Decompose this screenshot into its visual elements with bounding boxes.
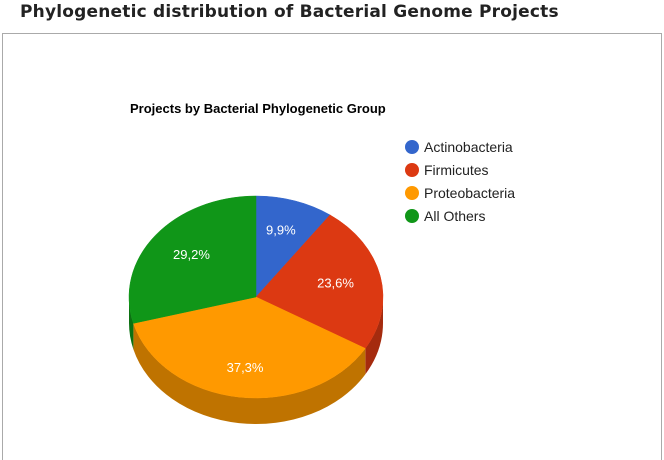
legend-label: Actinobacteria xyxy=(424,139,513,155)
pie-slice-proteobacteria[interactable] xyxy=(133,296,366,399)
pie-slices xyxy=(128,195,384,399)
legend-swatch xyxy=(405,209,419,223)
legend-item-proteobacteria[interactable]: Proteobacteria xyxy=(405,185,515,201)
data-label-actinobacteria: 9,9% xyxy=(266,223,296,238)
pie-slice-firmicutes[interactable] xyxy=(255,214,384,349)
pie-side-proteobacteria xyxy=(133,323,366,424)
pie-data-labels: 9,9% 23,6% 37,3% 29,2% xyxy=(173,223,354,375)
data-label-firmicutes: 23,6% xyxy=(317,275,354,290)
data-label-proteobacteria: 37,3% xyxy=(227,360,264,375)
legend-item-all-others[interactable]: All Others xyxy=(405,208,485,224)
pie-side-firmicutes xyxy=(365,297,383,375)
pie-sides xyxy=(129,297,383,424)
chart-legend: Actinobacteria Firmicutes Proteobacteria Al… xyxy=(405,139,515,224)
legend-label: Firmicutes xyxy=(424,162,489,178)
legend-swatch xyxy=(405,186,419,200)
legend-item-firmicutes[interactable]: Firmicutes xyxy=(405,162,489,178)
legend-swatch xyxy=(405,140,419,154)
legend-swatch xyxy=(405,163,419,177)
pie-slice-actinobacteria[interactable] xyxy=(255,195,331,298)
page-title: Phylogenetic distribution of Bacterial G… xyxy=(20,2,559,22)
data-label-all-others: 29,2% xyxy=(173,247,210,262)
pie-side-all-others xyxy=(129,297,134,350)
legend-label: All Others xyxy=(424,208,485,224)
legend-item-actinobacteria[interactable]: Actinobacteria xyxy=(405,139,513,155)
chart-title: Projects by Bacterial Phylogenetic Group xyxy=(130,101,386,116)
pie-slice-all-others[interactable] xyxy=(128,195,257,324)
legend-label: Proteobacteria xyxy=(424,185,515,201)
